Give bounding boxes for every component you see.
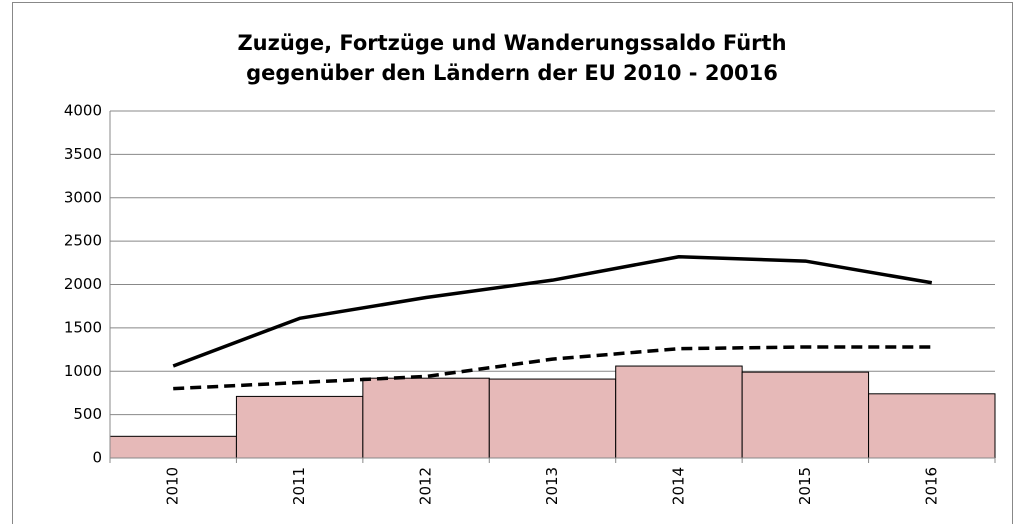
- bar: [615, 365, 743, 459]
- y-tick-label: 2500: [64, 232, 102, 250]
- y-tick-label: 2000: [64, 275, 102, 293]
- bar: [741, 371, 870, 459]
- bar: [868, 393, 996, 459]
- line: [173, 345, 932, 391]
- y-tick-label: 3000: [64, 188, 102, 206]
- x-tick-label: 2015: [796, 467, 814, 505]
- x-tick-label: 2010: [164, 467, 182, 505]
- y-tick-label: 1000: [64, 362, 102, 380]
- bar: [235, 395, 364, 459]
- bar: [362, 377, 490, 459]
- bar: [109, 435, 237, 459]
- chart-title: Zuzüge, Fortzüge und Wanderungssaldo Für…: [237, 31, 786, 55]
- y-tick-label: 1500: [64, 318, 102, 336]
- x-tick-label: 2012: [417, 467, 435, 505]
- line: [172, 254, 933, 368]
- bar: [488, 378, 617, 459]
- x-tick-label: 2014: [669, 467, 687, 505]
- y-tick-label: 3500: [64, 145, 102, 163]
- x-tick-label: 2016: [922, 467, 940, 505]
- x-tick-label: 2011: [290, 467, 308, 505]
- y-tick-label: 500: [73, 405, 102, 423]
- y-tick-label: 0: [92, 449, 102, 467]
- chart-title: gegenüber den Ländern der EU 2010 - 2001…: [246, 61, 778, 85]
- x-tick-label: 2013: [543, 467, 561, 505]
- y-tick-label: 4000: [64, 102, 102, 120]
